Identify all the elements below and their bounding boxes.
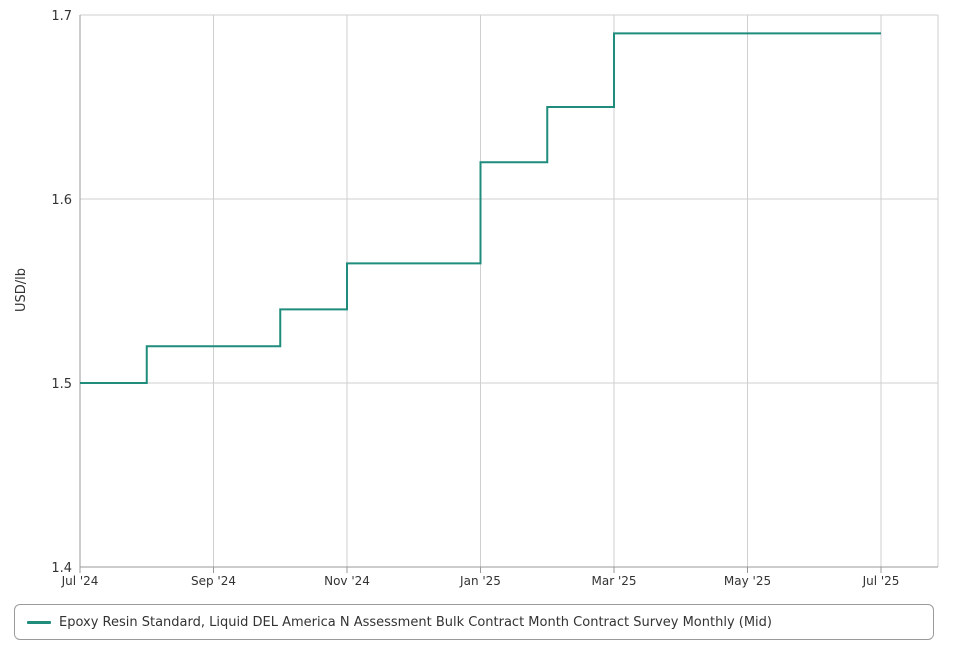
legend: Epoxy Resin Standard, Liquid DEL America… xyxy=(14,604,934,640)
line-chart: 1.7 1.6 1.5 1.4 Jul '24 Sep '24 Nov '24 Jan '2… xyxy=(14,9,939,588)
y-tick-label: 1.4 xyxy=(51,561,72,576)
y-axis-ticks: 1.7 1.6 1.5 1.4 xyxy=(51,9,72,576)
legend-swatch xyxy=(27,620,51,624)
y-tick-label: 1.7 xyxy=(51,9,72,24)
x-tick-label: Sep '24 xyxy=(191,574,236,588)
x-tick-label: Mar '25 xyxy=(591,574,636,588)
x-axis-ticks: Jul '24 Sep '24 Nov '24 Jan '25 Mar '25 May '… xyxy=(61,567,900,588)
x-tick-label: May '25 xyxy=(724,574,771,588)
grid-lines xyxy=(80,14,939,568)
x-tick-label: Jul '25 xyxy=(862,574,900,588)
y-tick-label: 1.6 xyxy=(51,193,72,208)
y-axis-title: USD/lb xyxy=(14,268,29,312)
x-tick-label: Jan '25 xyxy=(459,574,501,588)
series-line[interactable] xyxy=(80,32,881,384)
x-tick-label: Nov '24 xyxy=(324,574,370,588)
x-tick-label: Jul '24 xyxy=(61,574,99,588)
legend-label: Epoxy Resin Standard, Liquid DEL America… xyxy=(59,614,772,630)
axes xyxy=(79,15,938,568)
series-lines xyxy=(80,32,881,384)
y-tick-label: 1.5 xyxy=(51,377,72,392)
legend-item[interactable]: Epoxy Resin Standard, Liquid DEL America… xyxy=(27,615,772,630)
